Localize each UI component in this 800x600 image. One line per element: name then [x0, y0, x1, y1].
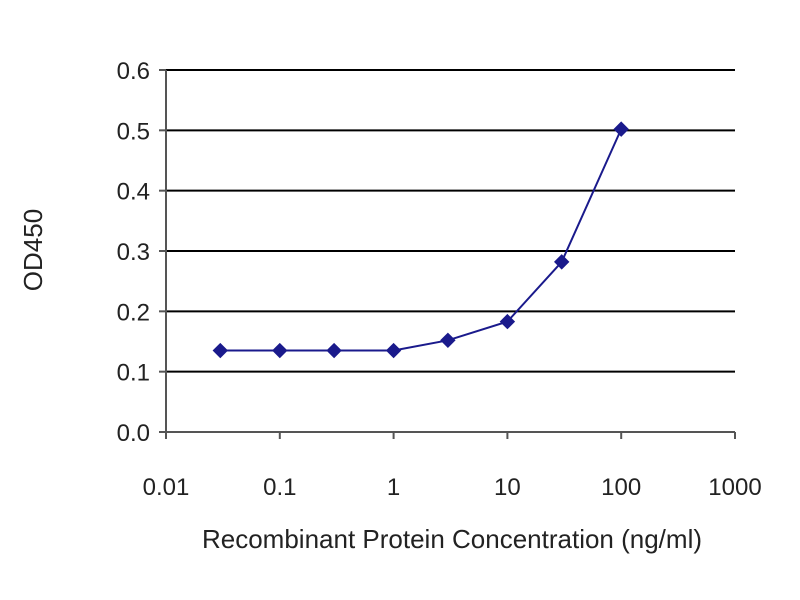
y-tick-label: 0.1: [117, 360, 150, 387]
x-tick-label: 1000: [708, 474, 761, 501]
y-tick-label: 0.6: [117, 58, 150, 85]
x-tick-label: 100: [601, 474, 641, 501]
x-axis-label: Recombinant Protein Concentration (ng/ml…: [202, 524, 702, 554]
y-axis-label: OD450: [18, 209, 48, 291]
data-point-marker: [272, 342, 288, 359]
data-series: [212, 121, 629, 359]
data-point-marker: [440, 332, 456, 349]
x-tick-label: 1: [387, 474, 400, 501]
data-point-marker: [553, 254, 570, 270]
x-tick-label: 0.01: [143, 474, 190, 501]
data-point-marker: [613, 121, 629, 137]
data-point-marker: [499, 313, 516, 330]
y-tick-label: 0.3: [117, 239, 150, 266]
series-line: [220, 128, 623, 352]
y-axis-ticks: 0.0 0.1 0.2 0.3 0.4 0.5 0.6: [117, 58, 166, 447]
data-point-marker: [326, 342, 342, 359]
y-tick-label: 0.5: [117, 118, 150, 145]
grid-lines: [166, 69, 735, 373]
x-tick-label: 0.1: [263, 474, 296, 501]
x-tick-label: 10: [494, 474, 521, 501]
data-point-marker: [212, 342, 229, 359]
x-axis-ticks: 0.01 0.1 1 10 100 1000: [143, 432, 762, 501]
data-point-marker: [385, 342, 402, 359]
y-tick-label: 0.2: [117, 299, 150, 326]
y-tick-label: 0.0: [117, 420, 150, 447]
y-tick-label: 0.4: [117, 179, 150, 206]
